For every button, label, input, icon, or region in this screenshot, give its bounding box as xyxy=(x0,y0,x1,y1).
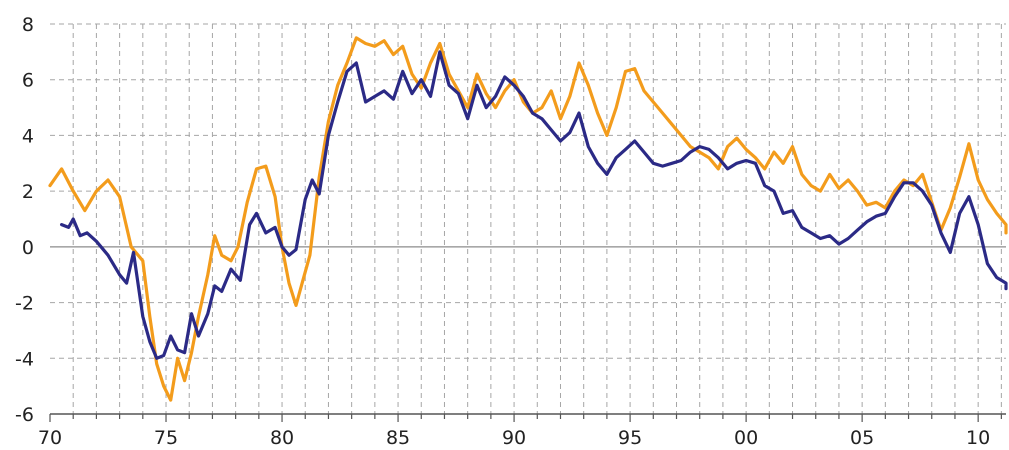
grid xyxy=(50,23,1006,415)
series-lines xyxy=(48,36,1008,402)
x-tick-label: 75 xyxy=(154,427,178,449)
x-tick-label: 90 xyxy=(502,427,526,449)
series-orange-line xyxy=(48,36,1008,402)
x-tick-label: 70 xyxy=(38,427,62,449)
x-tick-label: 95 xyxy=(618,427,642,449)
x-axis-labels: 70 75 80 85 90 95 00 05 10 xyxy=(38,427,990,449)
x-tick-label: 80 xyxy=(270,427,294,449)
x-tick-label: 10 xyxy=(966,427,990,449)
y-tick-label: -2 xyxy=(15,293,34,315)
y-tick-label: 4 xyxy=(22,125,34,147)
x-tick-label: 85 xyxy=(386,427,410,449)
y-tick-label: 8 xyxy=(22,14,34,36)
series-navy-line xyxy=(60,50,1008,360)
y-tick-label: -4 xyxy=(15,348,34,370)
y-axis-labels: -6 -4 -2 0 2 4 6 8 xyxy=(15,14,34,426)
y-tick-label: 0 xyxy=(22,237,34,259)
y-tick-label: 6 xyxy=(22,70,34,92)
y-tick-label: -6 xyxy=(15,404,34,426)
x-axis xyxy=(49,413,1006,422)
x-tick-label: 05 xyxy=(850,427,874,449)
x-tick-label: 00 xyxy=(734,427,758,449)
y-tick-label: 2 xyxy=(22,181,34,203)
